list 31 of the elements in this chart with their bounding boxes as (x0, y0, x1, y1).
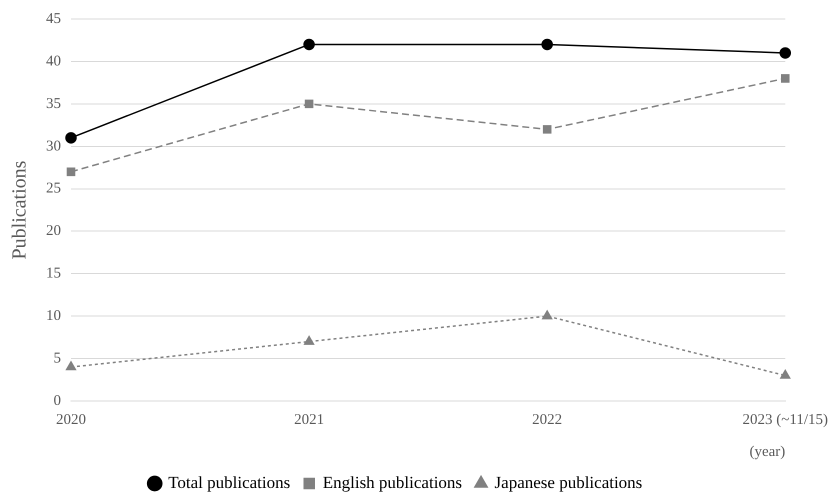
x-tick-label: 2021 (294, 412, 324, 428)
x-tick-label: 2023 (~11/15) (742, 412, 828, 428)
x-axis-title: (year) (749, 444, 786, 460)
y-axis-title: Publications (8, 160, 30, 260)
legend-label: English publications (322, 472, 462, 492)
point (542, 310, 552, 320)
legend-label: Total publications (168, 472, 290, 492)
y-tick-label: 5 (54, 350, 61, 366)
y-tick-label: 0 (54, 392, 61, 409)
y-tick-label: 15 (46, 266, 61, 282)
y-tick-label: 25 (46, 180, 61, 197)
point (780, 370, 790, 379)
point (541, 38, 553, 50)
y-tick-label: 45 (46, 10, 61, 27)
point (303, 38, 315, 50)
point (66, 361, 76, 370)
x-tick-label: 2022 (532, 412, 562, 428)
y-tick-label: 30 (46, 138, 61, 154)
point (780, 47, 792, 59)
legend-label: Japanese publications (494, 472, 642, 492)
y-tick-label: 35 (46, 96, 61, 112)
point (542, 125, 552, 134)
point (780, 74, 790, 83)
y-tick-label: 10 (46, 308, 61, 324)
point (304, 100, 314, 108)
point (304, 336, 314, 345)
y-tick-label: 20 (46, 223, 61, 240)
x-tick-label: 2020 (56, 412, 86, 428)
y-tick-label: 40 (46, 53, 61, 70)
point (66, 168, 76, 176)
point (65, 132, 77, 144)
